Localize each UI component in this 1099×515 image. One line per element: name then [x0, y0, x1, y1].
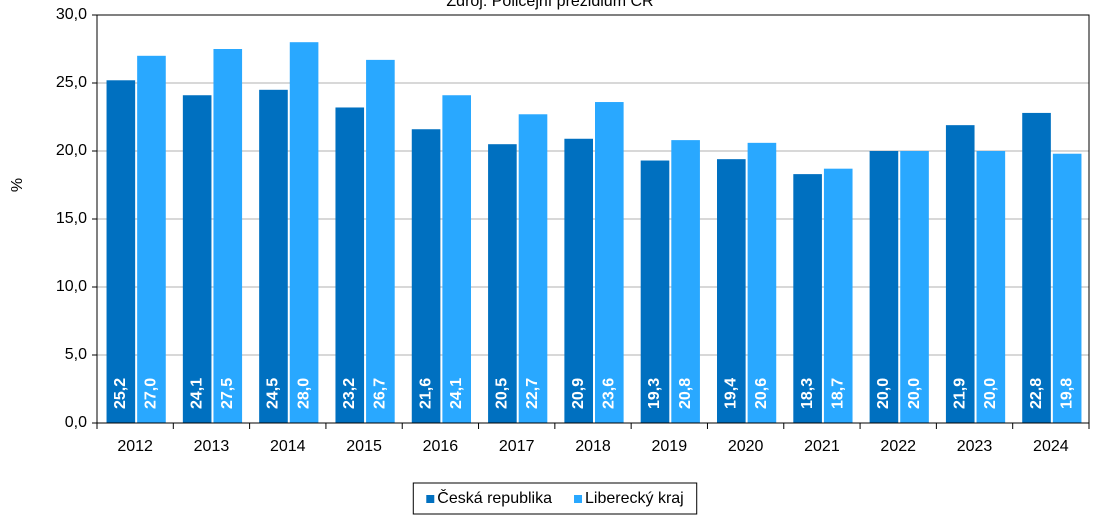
bar	[1052, 153, 1082, 423]
x-tick-label: 2024	[1033, 438, 1069, 455]
data-label: 18,3	[799, 378, 816, 409]
bar	[411, 129, 441, 424]
x-tick-label: 2021	[804, 438, 840, 455]
data-label: 21,6	[417, 378, 434, 409]
data-label: 25,2	[112, 378, 129, 409]
bar	[106, 80, 136, 423]
legend: Česká republika Liberecký kraj	[412, 482, 698, 515]
legend-swatch	[574, 495, 583, 503]
data-label: 20,6	[753, 378, 770, 409]
chart-title: Zdroj: Policejní prezidium ČR	[446, 0, 653, 10]
bar	[823, 168, 853, 423]
data-label: 19,3	[646, 378, 663, 409]
y-tick-label: 10,0	[56, 278, 87, 295]
x-tick-label: 2013	[194, 438, 230, 455]
data-label: 19,8	[1058, 378, 1075, 409]
bar	[1022, 112, 1051, 424]
data-label: 20,0	[982, 378, 999, 409]
bar	[747, 142, 777, 423]
bar	[442, 95, 471, 424]
data-label: 20,0	[906, 378, 923, 409]
legend-label: Česká republika	[437, 488, 552, 507]
legend-box	[412, 482, 698, 515]
data-label: 27,0	[143, 378, 160, 409]
bar	[671, 140, 700, 423]
bar	[900, 151, 929, 423]
bar	[518, 114, 548, 423]
x-tick-label: 2020	[728, 438, 764, 455]
data-label: 20,8	[677, 378, 694, 409]
y-tick-label: 20,0	[56, 142, 87, 159]
y-tick-label: 0,0	[65, 414, 87, 431]
data-label: 24,5	[265, 378, 282, 409]
data-label: 21,9	[951, 378, 968, 409]
x-tick-label: 2014	[270, 438, 306, 455]
bar	[595, 102, 624, 423]
bar	[182, 95, 212, 424]
x-tick-label: 2012	[117, 438, 153, 455]
bar	[335, 107, 365, 423]
x-tick-label: 2019	[652, 438, 688, 455]
x-tick-label: 2018	[575, 438, 611, 455]
data-label: 23,2	[341, 378, 358, 409]
x-tick-label: 2017	[499, 438, 535, 455]
bar	[976, 151, 1006, 423]
data-label: 28,0	[295, 378, 312, 409]
bar	[869, 151, 899, 423]
bar	[488, 144, 517, 423]
y-axis-label: %	[9, 178, 26, 192]
data-label: 20,9	[570, 378, 587, 409]
y-tick-label: 30,0	[56, 6, 87, 23]
bar	[793, 174, 822, 423]
legend-swatch	[426, 495, 435, 503]
y-tick-label: 15,0	[56, 210, 87, 227]
bar	[945, 125, 975, 423]
data-label: 19,4	[723, 378, 740, 409]
data-label: 20,0	[875, 378, 892, 409]
y-tick-label: 5,0	[65, 346, 87, 363]
data-label: 24,1	[448, 378, 465, 409]
data-label: 18,7	[829, 378, 846, 409]
data-label: 27,5	[219, 378, 236, 409]
x-tick-label: 2023	[957, 438, 993, 455]
bar	[137, 55, 166, 424]
plot-frame	[96, 14, 1090, 424]
bar	[289, 42, 319, 423]
data-label: 22,8	[1028, 378, 1045, 409]
data-label: 20,5	[494, 378, 511, 409]
bar	[259, 89, 288, 424]
data-label: 22,7	[524, 378, 541, 409]
data-label: 23,6	[601, 378, 618, 409]
bar	[366, 59, 395, 423]
bar	[213, 49, 243, 423]
bar	[564, 138, 593, 423]
x-tick-label: 2015	[346, 438, 382, 455]
data-label: 24,1	[188, 378, 205, 409]
y-tick-label: 25,0	[56, 74, 87, 91]
data-label: 26,7	[372, 378, 389, 409]
x-tick-label: 2016	[423, 438, 459, 455]
bar	[640, 160, 670, 423]
x-tick-label: 2022	[880, 438, 916, 455]
bar	[717, 159, 746, 423]
legend-label: Liberecký kraj	[585, 490, 684, 507]
